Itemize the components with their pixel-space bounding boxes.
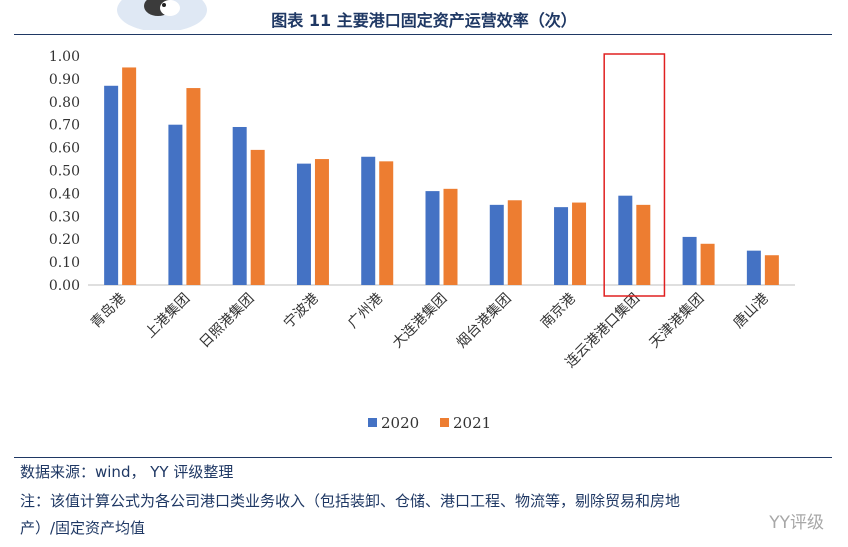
highlight-box bbox=[603, 53, 666, 297]
legend-swatch-2021 bbox=[440, 418, 449, 427]
bar-2020-3 bbox=[296, 163, 311, 285]
y-tick-label: 0.60 bbox=[49, 141, 80, 157]
watermark: YY评级 bbox=[769, 513, 824, 533]
x-tick-label: 上港集团 bbox=[142, 290, 194, 342]
bar-2021-0 bbox=[122, 67, 137, 285]
formula-note-line2: 产）/固定资产均值 bbox=[20, 519, 146, 537]
x-tick-label: 广州港 bbox=[345, 291, 386, 332]
bar-2020-2 bbox=[232, 126, 247, 286]
y-tick-label: 0.40 bbox=[49, 186, 80, 202]
y-tick-label: 0.70 bbox=[49, 118, 80, 134]
top-divider bbox=[14, 34, 832, 35]
bar-2021-10 bbox=[764, 255, 779, 285]
bar-2020-8 bbox=[618, 195, 633, 285]
x-tick-label: 唐山港 bbox=[730, 290, 772, 332]
bar-2021-5 bbox=[443, 188, 458, 285]
bar-2020-4 bbox=[361, 156, 376, 285]
bar-2021-2 bbox=[250, 149, 265, 285]
x-tick-label: 青岛港 bbox=[88, 291, 129, 332]
y-tick-label: 0.80 bbox=[49, 95, 80, 111]
formula-note-line1: 注：该值计算公式为各公司港口类业务收入（包括装卸、仓储、港口工程、物流等，剔除贸… bbox=[20, 492, 681, 510]
bar-2020-10 bbox=[746, 250, 761, 285]
x-tick-label: 宁波港 bbox=[280, 290, 322, 332]
bar-2021-1 bbox=[186, 88, 201, 285]
chart-title: 图表 11 主要港口固定资产运营效率（次） bbox=[271, 11, 577, 30]
legend-label-2021: 2021 bbox=[453, 414, 491, 432]
bar-2021-4 bbox=[379, 161, 394, 285]
bar-2020-6 bbox=[489, 204, 504, 285]
x-tick-label: 烟台港集团 bbox=[453, 290, 515, 352]
bar-2020-5 bbox=[425, 191, 440, 285]
x-tick-label: 日照港集团 bbox=[196, 290, 258, 352]
y-tick-label: 0.30 bbox=[49, 209, 80, 225]
x-tick-label: 天津港集团 bbox=[646, 290, 708, 352]
y-tick-label: 1.00 bbox=[49, 49, 80, 65]
bar-2021-3 bbox=[314, 159, 329, 285]
y-tick-label: 0.50 bbox=[49, 164, 80, 180]
y-tick-label: 0.20 bbox=[49, 232, 80, 248]
legend-swatch-2020 bbox=[368, 418, 377, 427]
source-note: 数据来源：wind， YY 评级整理 bbox=[20, 463, 234, 481]
bar-2020-1 bbox=[168, 124, 183, 285]
bar-2020-0 bbox=[104, 85, 119, 285]
y-tick-label: 0.10 bbox=[49, 255, 80, 271]
bar-2021-8 bbox=[636, 204, 651, 285]
bar-2020-9 bbox=[682, 236, 697, 285]
y-tick-label: 0.00 bbox=[49, 278, 80, 294]
bar-2021-7 bbox=[572, 202, 587, 285]
bar-2021-9 bbox=[700, 243, 715, 285]
bar-2021-6 bbox=[507, 200, 522, 285]
legend-label-2020: 2020 bbox=[381, 414, 419, 432]
x-tick-label: 大连港集团 bbox=[389, 290, 451, 352]
bar-2020-7 bbox=[554, 207, 569, 285]
bar-chart: 0.00 0.10 0.20 0.30 0.40 0.50 0.60 0.70 0.80 0.90… bbox=[49, 49, 795, 432]
x-tick-label: 南京港 bbox=[538, 291, 579, 332]
bottom-divider bbox=[14, 457, 832, 458]
mascot-logo bbox=[112, 0, 212, 32]
y-tick-label: 0.90 bbox=[49, 72, 80, 88]
